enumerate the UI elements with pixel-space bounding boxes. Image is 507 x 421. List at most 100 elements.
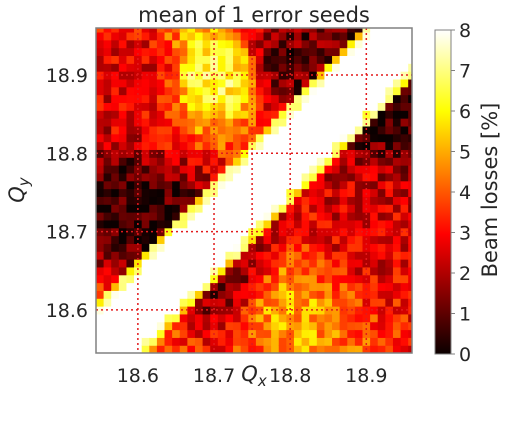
heatmap-cell [210, 298, 219, 307]
heatmap-cell [111, 282, 120, 291]
heatmap-cell [278, 345, 287, 353]
heatmap-cell [156, 31, 166, 41]
heatmap-cell [408, 282, 412, 291]
heatmap-cell [96, 290, 105, 299]
heatmap-cell [332, 118, 341, 127]
heatmap-cell [339, 78, 348, 88]
heatmap-cell [293, 266, 303, 276]
heatmap-cell [172, 243, 181, 252]
heatmap-cell [149, 133, 158, 143]
heatmap-cell [278, 110, 287, 119]
heatmap-cell [255, 55, 265, 64]
heatmap-cell [286, 86, 295, 96]
heatmap-cell [217, 55, 227, 64]
heatmap-cell [149, 274, 158, 284]
heatmap-cell [347, 118, 356, 127]
heatmap-cell [377, 337, 386, 346]
heatmap-cell [316, 118, 326, 127]
heatmap-cell [149, 290, 158, 299]
heatmap-cell [233, 266, 242, 276]
heatmap-cell [392, 235, 402, 244]
heatmap-cell [118, 157, 128, 166]
heatmap-cell [377, 86, 386, 96]
heatmap-cell [225, 149, 234, 158]
heatmap-cell [301, 141, 310, 150]
heatmap-cell [370, 243, 379, 252]
heatmap-cell [362, 172, 371, 182]
heatmap-cell [362, 266, 371, 276]
heatmap-cell [202, 219, 211, 229]
heatmap-cell [324, 172, 333, 182]
heatmap-cell [164, 94, 173, 103]
heatmap-cell [141, 259, 150, 268]
heatmap-cell [134, 212, 143, 221]
heatmap-cell [141, 212, 150, 221]
heatmap-cell [126, 274, 135, 284]
heatmap-cell [354, 180, 364, 190]
heatmap-cell [316, 149, 326, 158]
heatmap-cell [324, 78, 333, 88]
heatmap-cell [339, 266, 348, 276]
heatmap-cell [385, 39, 394, 49]
heatmap-cell [316, 274, 326, 284]
heatmap-cell [400, 274, 409, 284]
heatmap-cell [225, 47, 234, 57]
heatmap-cell [316, 282, 326, 291]
heatmap-cell [217, 118, 227, 127]
colorbar-tick-label: 3 [459, 223, 471, 245]
heatmap-cell [240, 125, 249, 135]
heatmap-cell [255, 172, 265, 182]
heatmap-cell [96, 172, 105, 182]
heatmap-cell [255, 71, 265, 80]
heatmap-cell [233, 94, 242, 103]
heatmap-cell [332, 78, 341, 88]
heatmap-cell [400, 298, 409, 307]
heatmap-cell [118, 86, 128, 96]
heatmap-cell [255, 31, 265, 41]
heatmap-cell [271, 266, 280, 276]
heatmap-cell [202, 204, 211, 213]
heatmap-cell [164, 31, 173, 41]
heatmap-cell [103, 118, 112, 127]
heatmap-cell [149, 172, 158, 182]
heatmap-cell [149, 298, 158, 307]
heatmap-cell [111, 274, 120, 284]
heatmap-cell [400, 118, 409, 127]
heatmap-cell [118, 290, 128, 299]
heatmap-cell [233, 212, 242, 221]
heatmap-cell [141, 266, 150, 276]
heatmap-cell [408, 118, 412, 127]
heatmap-cell [202, 235, 211, 244]
heatmap-cell [301, 196, 310, 205]
heatmap-cell [156, 243, 166, 252]
heatmap-cell [400, 212, 409, 221]
heatmap-cell [233, 39, 242, 49]
heatmap-cell [400, 259, 409, 268]
heatmap-cell [332, 110, 341, 119]
heatmap-cell [332, 243, 341, 252]
heatmap-cell [286, 172, 295, 182]
heatmap-cell [309, 321, 318, 331]
heatmap-cell [156, 47, 166, 57]
heatmap-cell [187, 102, 196, 111]
heatmap-cell [263, 204, 272, 213]
heatmap-cell [316, 212, 326, 221]
heatmap-cell [278, 313, 287, 323]
heatmap-cell [286, 243, 295, 252]
heatmap-cell [126, 149, 135, 158]
heatmap-cell [309, 329, 318, 338]
heatmap-cell [301, 180, 310, 190]
heatmap-cell [316, 86, 326, 96]
heatmap-cell [278, 102, 287, 111]
heatmap-cell [240, 321, 249, 331]
heatmap-cell [263, 47, 272, 57]
heatmap-cell [316, 125, 326, 135]
heatmap-cell [370, 125, 379, 135]
heatmap-cell [194, 133, 204, 143]
heatmap-cell [301, 259, 310, 268]
heatmap-cell [392, 298, 402, 307]
heatmap-cell [248, 212, 257, 221]
heatmap-cell [362, 133, 371, 143]
heatmap-cell [233, 31, 242, 41]
heatmap-cell [194, 345, 204, 353]
